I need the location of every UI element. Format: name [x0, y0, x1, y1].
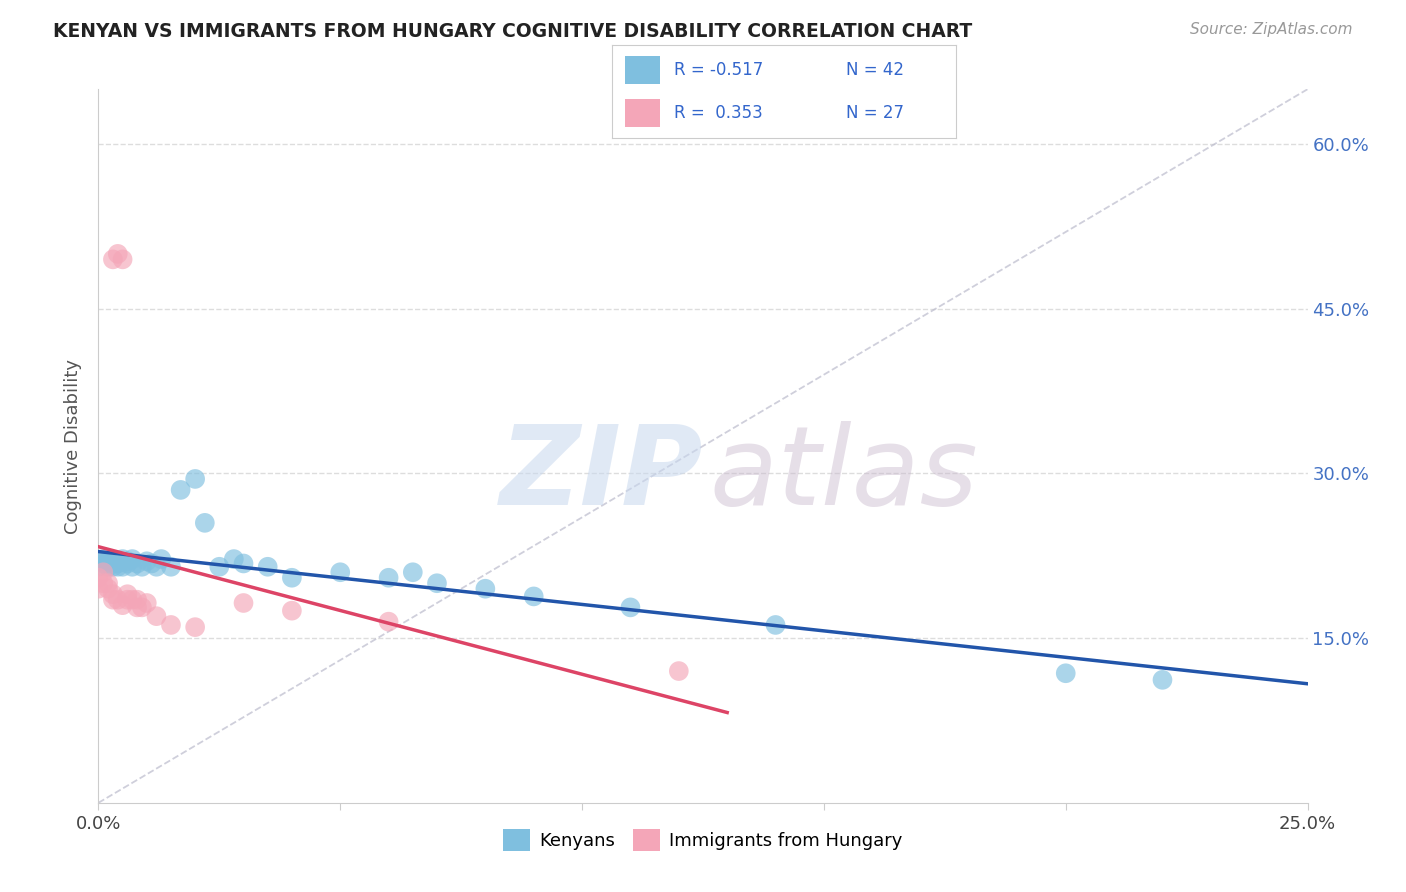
Text: N = 42: N = 42 [846, 61, 904, 78]
Point [87, 554, 110, 568]
Point [101, 592, 124, 607]
Point [281, 571, 304, 585]
Point [117, 554, 139, 568]
Point [377, 615, 399, 629]
Point [135, 554, 157, 568]
FancyBboxPatch shape [626, 56, 659, 84]
Point [87, 559, 110, 574]
Text: N = 27: N = 27 [846, 104, 904, 122]
Point [91, 557, 114, 571]
Point [1152, 673, 1174, 687]
Legend: Kenyans, Immigrants from Hungary: Kenyans, Immigrants from Hungary [496, 822, 910, 858]
Point [127, 557, 149, 571]
Point [256, 559, 278, 574]
Point [1054, 666, 1077, 681]
Point [402, 566, 425, 580]
Point [111, 598, 134, 612]
Point [107, 592, 129, 607]
Point [668, 664, 690, 678]
Point [121, 552, 143, 566]
Point [131, 559, 153, 574]
Point [619, 600, 641, 615]
Point [97, 554, 120, 568]
Point [101, 587, 124, 601]
Point [107, 559, 129, 574]
Point [208, 559, 231, 574]
Point [97, 559, 120, 574]
Point [117, 592, 139, 607]
Point [87, 582, 110, 596]
Y-axis label: Cognitive Disability: Cognitive Disability [65, 359, 83, 533]
Point [111, 559, 134, 574]
Text: Source: ZipAtlas.com: Source: ZipAtlas.com [1189, 22, 1353, 37]
Point [377, 571, 399, 585]
Text: ZIP: ZIP [499, 421, 703, 528]
Point [107, 557, 129, 571]
Point [222, 552, 245, 566]
Point [127, 600, 149, 615]
Point [523, 590, 546, 604]
Point [121, 559, 143, 574]
Point [127, 592, 149, 607]
Point [111, 552, 134, 566]
FancyBboxPatch shape [626, 99, 659, 127]
Point [232, 596, 254, 610]
Point [169, 483, 191, 497]
Point [184, 620, 207, 634]
Text: KENYAN VS IMMIGRANTS FROM HUNGARY COGNITIVE DISABILITY CORRELATION CHART: KENYAN VS IMMIGRANTS FROM HUNGARY COGNIT… [53, 22, 973, 41]
Point [141, 557, 163, 571]
Point [474, 582, 496, 596]
Text: R = -0.517: R = -0.517 [673, 61, 763, 78]
Point [97, 576, 120, 591]
Point [184, 472, 207, 486]
Point [145, 609, 167, 624]
Point [765, 618, 787, 632]
Point [160, 559, 183, 574]
Point [160, 618, 183, 632]
Point [91, 576, 114, 591]
Point [101, 559, 124, 574]
Point [232, 557, 254, 571]
Point [135, 596, 157, 610]
Point [426, 576, 449, 591]
Point [111, 252, 134, 267]
Point [150, 552, 173, 566]
Point [145, 559, 167, 574]
Point [87, 571, 110, 585]
Point [329, 566, 352, 580]
Point [121, 592, 143, 607]
Point [101, 554, 124, 568]
Text: atlas: atlas [709, 421, 977, 528]
Point [117, 587, 139, 601]
Point [91, 552, 114, 566]
Point [281, 604, 304, 618]
Point [97, 557, 120, 571]
Point [91, 566, 114, 580]
Point [194, 516, 217, 530]
Point [101, 252, 124, 267]
Point [117, 557, 139, 571]
Point [97, 582, 120, 596]
Point [131, 600, 153, 615]
Point [107, 247, 129, 261]
Text: R =  0.353: R = 0.353 [673, 104, 762, 122]
